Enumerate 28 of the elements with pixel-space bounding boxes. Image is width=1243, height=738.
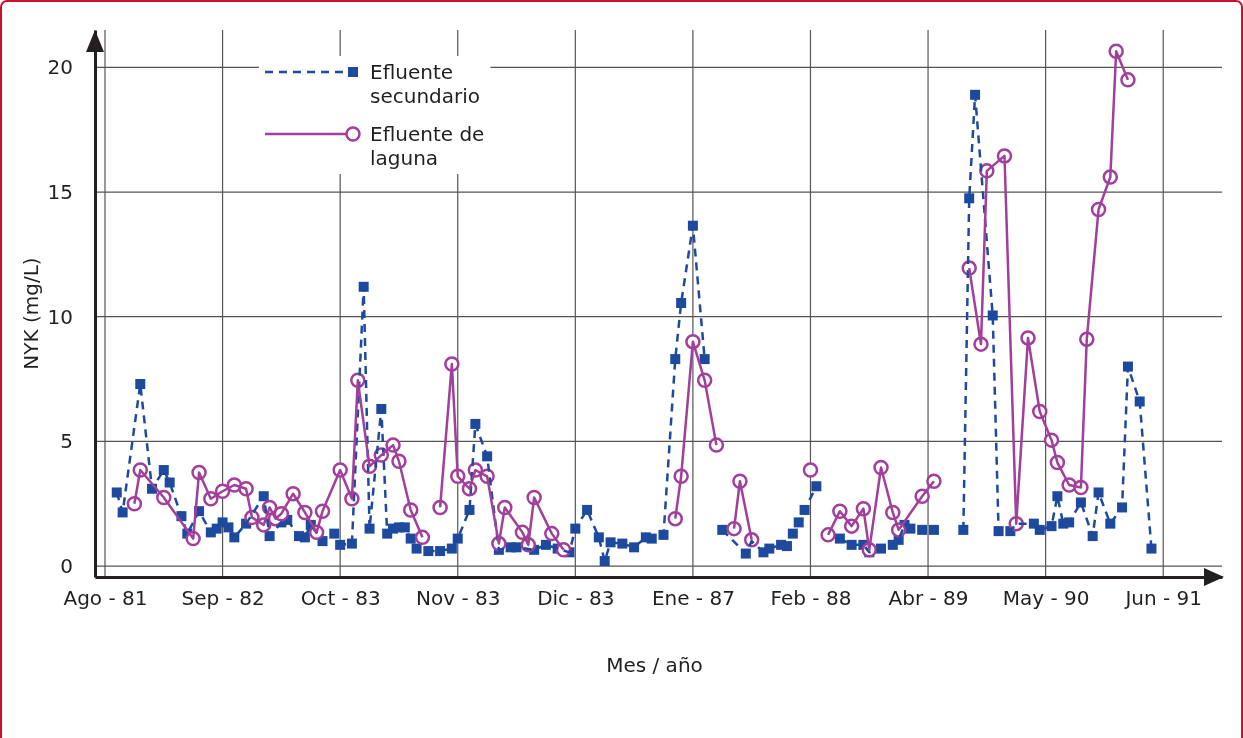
legend-label: Efluente de laguna [370,122,485,170]
x-tick-label: Sep - 82 [181,586,265,611]
x-tick-label: Feb - 88 [770,586,852,611]
y-tick-label: 5 [60,429,73,454]
point [964,193,975,204]
y-tick-label: 0 [60,553,73,578]
x-tick-label: Oct - 83 [300,586,381,611]
point [811,481,822,492]
x-tick-label: Nov - 83 [416,586,501,611]
point [1146,543,1157,554]
point [1052,491,1063,502]
x-tick-label: Jun - 91 [1123,586,1203,611]
x-tick-label: May - 90 [1002,586,1090,611]
point [928,524,939,535]
x-tick-label: Dic - 83 [537,586,615,611]
y-axis-title: NYK (mg/L) [19,257,43,370]
y-tick-label: 20 [47,55,73,80]
x-tick-label: Ene - 87 [651,586,735,611]
x-tick-label: Abr - 89 [888,586,969,611]
x-axis-title: Mes / año [606,653,703,677]
point [802,462,819,478]
point [987,310,998,321]
point [1075,497,1086,508]
y-tick-label: 15 [47,179,73,204]
point [846,539,857,550]
x-tick-label: Ago - 81 [63,586,148,611]
y-tick-label: 10 [47,304,73,329]
legend-label: Efluente secundario [370,60,481,108]
